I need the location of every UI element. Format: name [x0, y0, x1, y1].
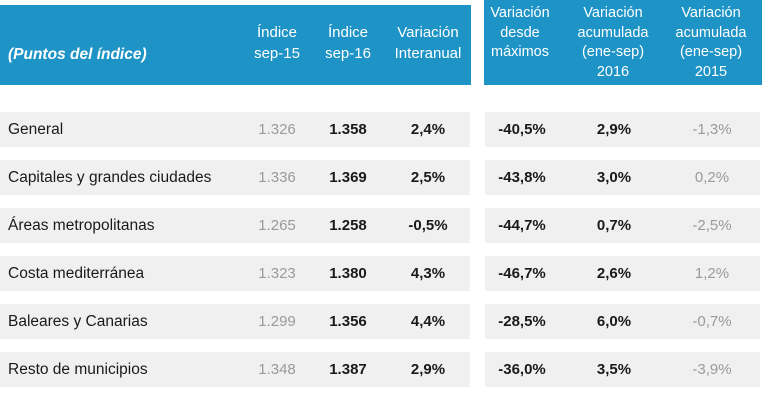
cell-variacion-desde-maximos: -43,8%	[498, 169, 546, 186]
row-label: General	[8, 121, 64, 138]
cell-variacion-desde-maximos: -44,7%	[498, 217, 546, 234]
row-band-right: -28,5% 6,0% -0,7%	[485, 304, 760, 339]
column-header-line: acumulada	[675, 24, 747, 41]
column-header-line: Índice	[256, 24, 298, 41]
cell-indice-sep16: 1.380	[329, 265, 367, 282]
cell-variacion-desde-maximos: -36,0%	[498, 361, 546, 378]
cell-indice-sep15: 1.348	[258, 361, 296, 378]
table-row: Capitales y grandes ciudades 1.336 1.369…	[0, 160, 770, 195]
cell-acumulada-2016: 3,5%	[596, 361, 632, 378]
column-header-line: desde	[500, 24, 540, 41]
cell-acumulada-2015: -2,5%	[692, 217, 732, 234]
column-header-line: Interanual	[394, 45, 462, 62]
cell-variacion-interanual: -0,5%	[408, 217, 448, 234]
cell-acumulada-2016: 3,0%	[596, 169, 632, 186]
cell-indice-sep15: 1.299	[258, 313, 296, 330]
column-header-line: sep-16	[325, 45, 371, 62]
cell-acumulada-2016: 2,6%	[596, 265, 632, 282]
row-band-right: -46,7% 2,6% 1,2%	[485, 256, 760, 291]
cell-variacion-interanual: 2,9%	[410, 361, 446, 378]
column-header-line: Variación	[681, 5, 741, 21]
row-band-left: Baleares y Canarias 1.299 1.356 4,4%	[0, 304, 470, 339]
table-header-right-block: Variación desde máximos Variación acumul…	[484, 0, 762, 85]
cell-variacion-desde-maximos: -40,5%	[498, 121, 546, 138]
unit-label: (Puntos del índice)	[8, 46, 147, 63]
cell-acumulada-2016: 0,7%	[596, 217, 632, 234]
cell-variacion-interanual: 4,4%	[410, 313, 446, 330]
column-header-line: máximos	[490, 44, 549, 60]
cell-acumulada-2015: 1,2%	[694, 265, 730, 282]
cell-indice-sep15: 1.326	[258, 121, 296, 138]
cell-acumulada-2015: -3,9%	[692, 361, 732, 378]
cell-indice-sep16: 1.387	[329, 361, 367, 378]
column-header-line: acumulada	[577, 24, 649, 41]
row-label: Resto de municipios	[8, 361, 148, 378]
cell-indice-sep15: 1.336	[258, 169, 296, 186]
row-label: Baleares y Canarias	[8, 313, 148, 330]
cell-variacion-interanual: 4,3%	[410, 265, 446, 282]
column-header-acumulada-2016: Variación acumulada (ene-sep) 2016	[553, 4, 673, 82]
cell-acumulada-2015: -1,3%	[692, 121, 732, 138]
row-band-left: Capitales y grandes ciudades 1.336 1.369…	[0, 160, 470, 195]
row-band-left: Resto de municipios 1.348 1.387 2,9%	[0, 352, 470, 387]
column-header-indice-sep16: Índice sep-16	[293, 22, 403, 64]
cell-variacion-desde-maximos: -28,5%	[498, 313, 546, 330]
row-label: Áreas metropolitanas	[8, 217, 155, 234]
column-header-line: (ene-sep)	[679, 44, 743, 60]
column-header-indice-sep15: Índice sep-15	[222, 22, 332, 64]
row-band-right: -43,8% 3,0% 0,2%	[485, 160, 760, 195]
row-band-right: -44,7% 0,7% -2,5%	[485, 208, 760, 243]
cell-acumulada-2016: 6,0%	[596, 313, 632, 330]
cell-indice-sep15: 1.265	[258, 217, 296, 234]
cell-variacion-interanual: 2,4%	[410, 121, 446, 138]
row-band-right: -36,0% 3,5% -3,9%	[485, 352, 760, 387]
table-row: Resto de municipios 1.348 1.387 2,9% -36…	[0, 352, 770, 387]
cell-indice-sep16: 1.369	[329, 169, 367, 186]
column-header-line: sep-15	[254, 45, 300, 62]
cell-indice-sep16: 1.258	[329, 217, 367, 234]
row-label: Capitales y grandes ciudades	[8, 169, 212, 186]
column-header-line: Índice	[327, 24, 369, 41]
column-header-line: Variación	[583, 5, 643, 21]
row-band-left: Áreas metropolitanas 1.265 1.258 -0,5%	[0, 208, 470, 243]
column-header-line: (ene-sep)	[581, 44, 645, 60]
cell-acumulada-2015: 0,2%	[694, 169, 730, 186]
column-header-line: Variación	[397, 24, 459, 41]
cell-variacion-interanual: 2,5%	[410, 169, 446, 186]
cell-indice-sep16: 1.356	[329, 313, 367, 330]
row-label: Costa mediterránea	[8, 265, 145, 282]
column-header-line: Variación	[490, 5, 550, 21]
table-header-left-block: (Puntos del índice) Índice sep-15 Índice…	[0, 5, 471, 85]
cell-variacion-desde-maximos: -46,7%	[498, 265, 546, 282]
column-header-line: 2016	[596, 63, 630, 80]
row-band-left: General 1.326 1.358 2,4%	[0, 112, 470, 147]
cell-indice-sep15: 1.323	[258, 265, 296, 282]
table-row: Baleares y Canarias 1.299 1.356 4,4% -28…	[0, 304, 770, 339]
row-band-left: Costa mediterránea 1.323 1.380 4,3%	[0, 256, 470, 291]
row-band-right: -40,5% 2,9% -1,3%	[485, 112, 760, 147]
column-header-variacion-desde-maximos: Variación desde máximos	[460, 4, 580, 63]
cell-acumulada-2015: -0,7%	[692, 313, 732, 330]
table-row: Áreas metropolitanas 1.265 1.258 -0,5% -…	[0, 208, 770, 243]
cell-acumulada-2016: 2,9%	[596, 121, 632, 138]
cell-indice-sep16: 1.358	[329, 121, 367, 138]
table-row: General 1.326 1.358 2,4% -40,5% 2,9% -1,…	[0, 112, 770, 147]
column-header-line: 2015	[694, 63, 728, 80]
column-header-variacion-interanual: Variación Interanual	[373, 22, 483, 64]
column-header-acumulada-2015: Variación acumulada (ene-sep) 2015	[651, 4, 770, 82]
table-row: Costa mediterránea 1.323 1.380 4,3% -46,…	[0, 256, 770, 291]
